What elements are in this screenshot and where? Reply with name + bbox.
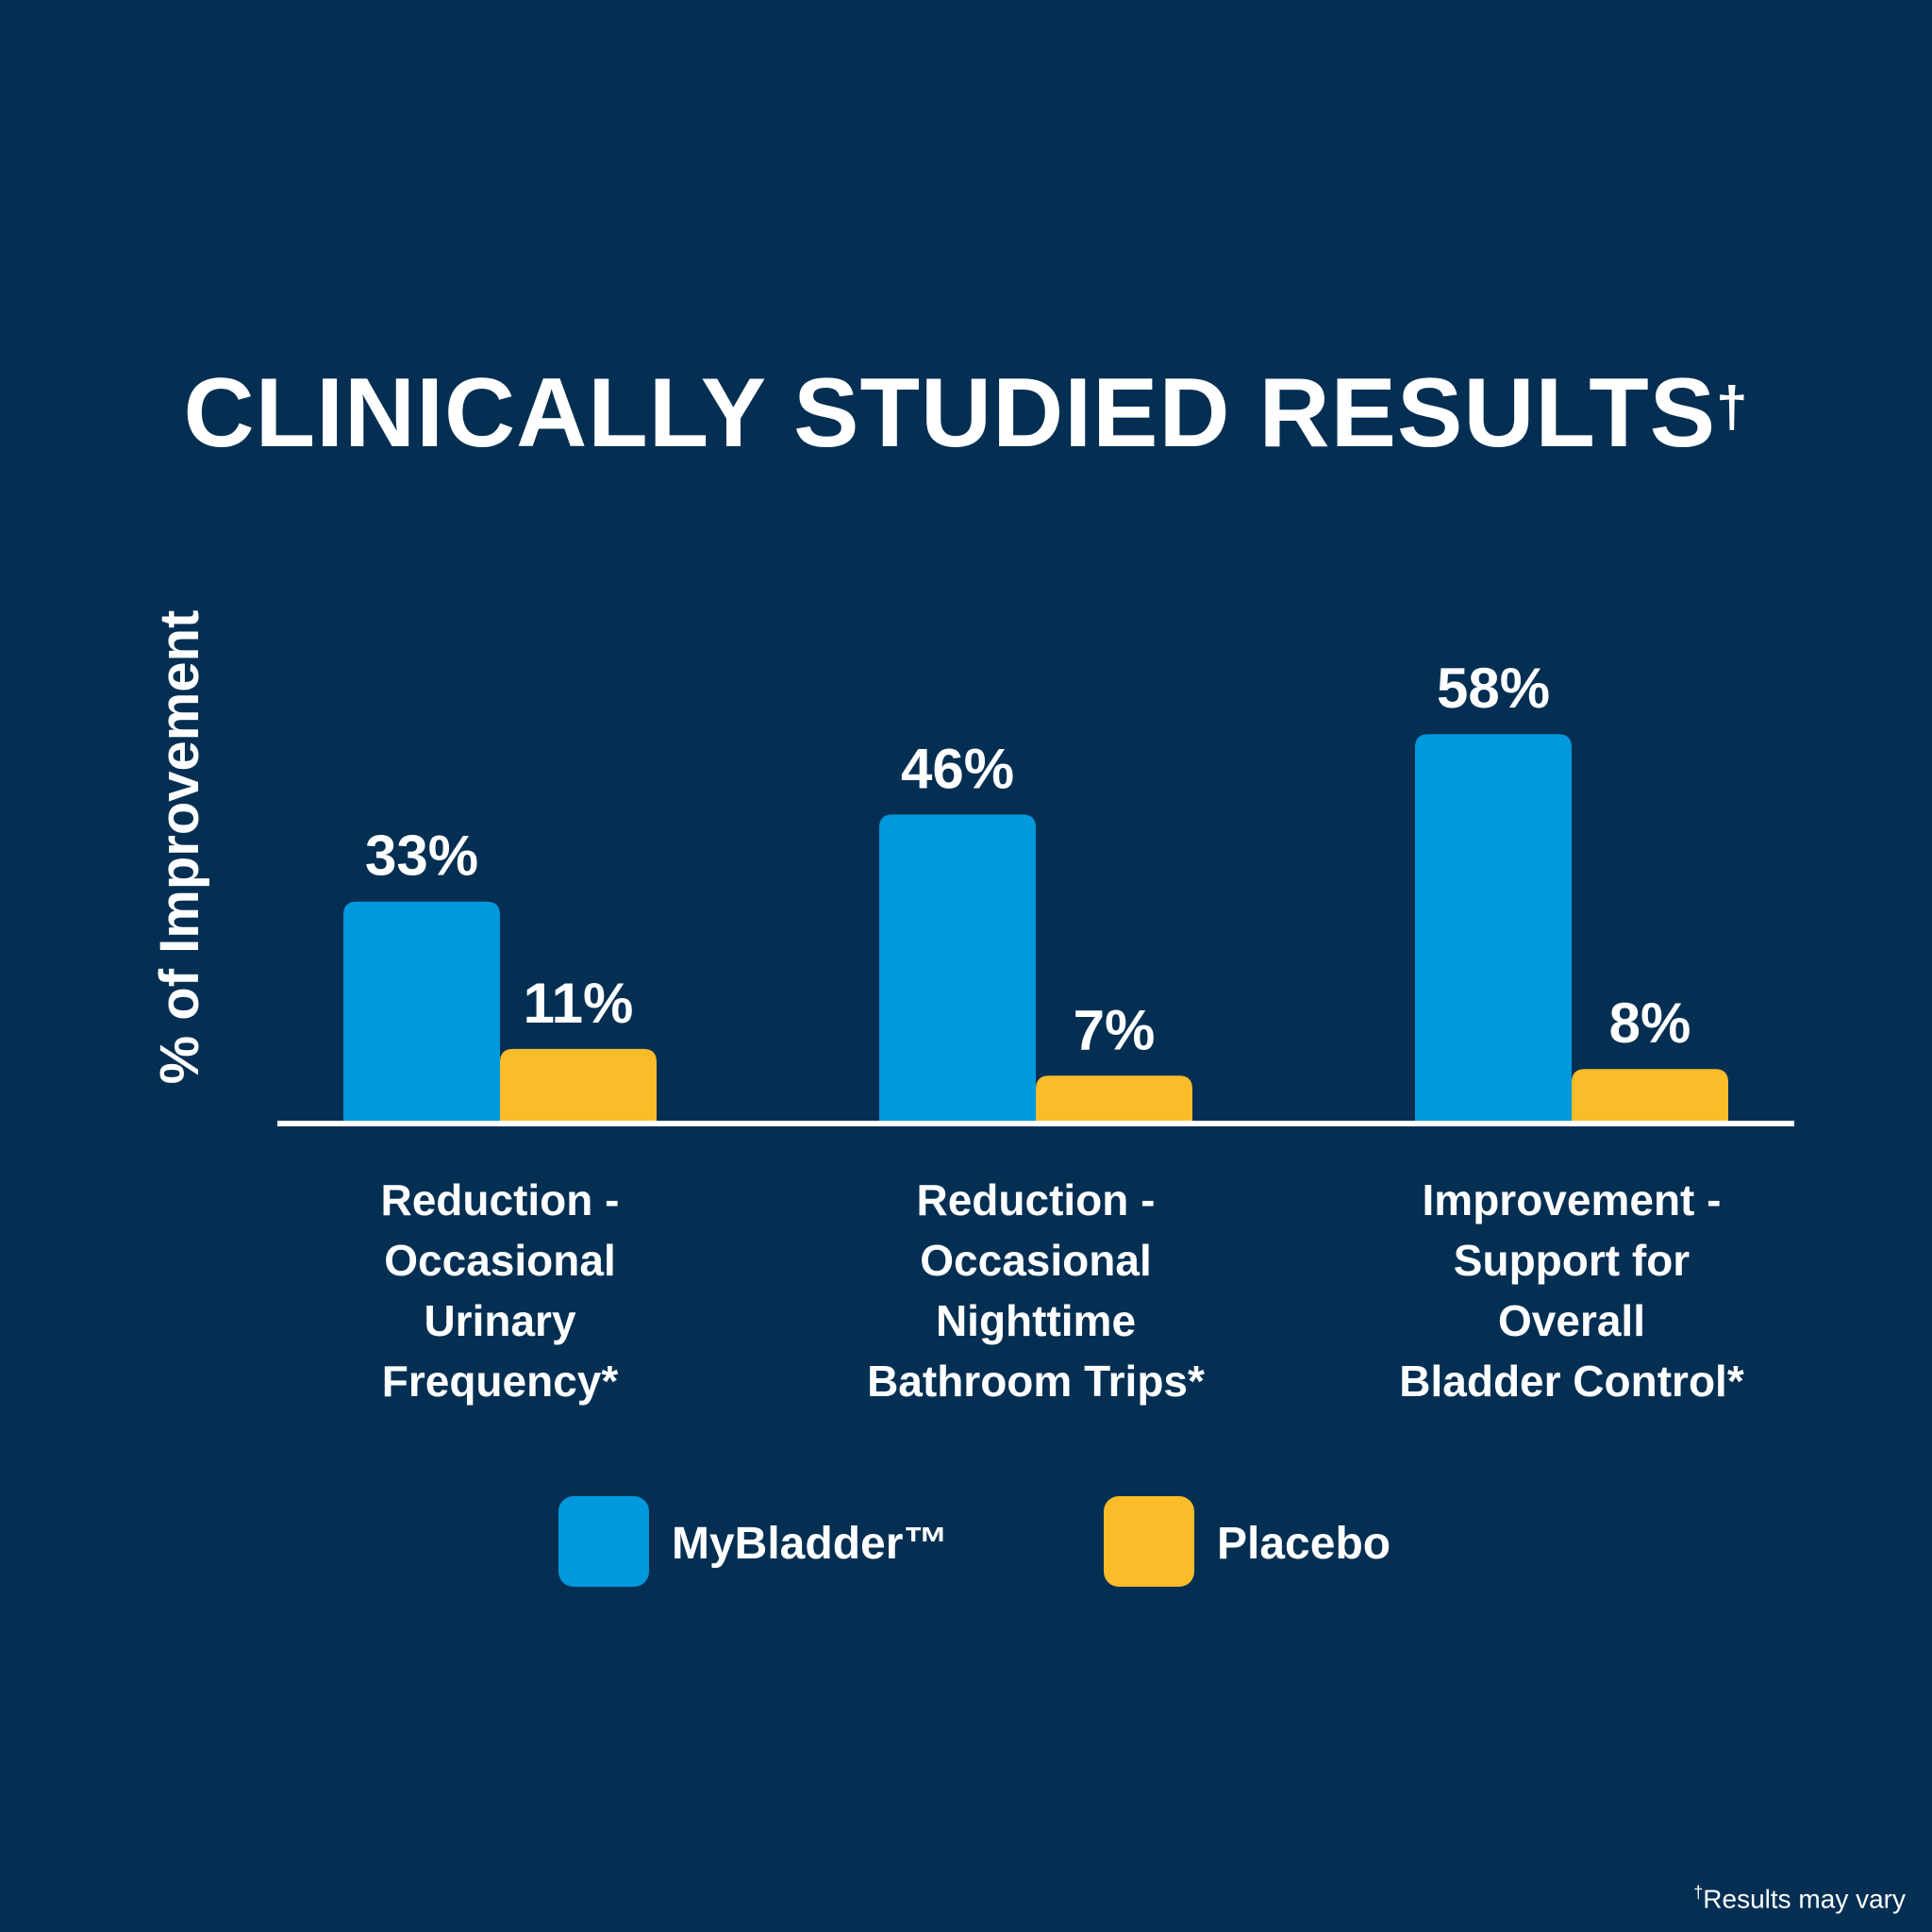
value-label-mybladder-2: 46%: [901, 737, 1014, 800]
chart-title-text: CLINICALLY STUDIED RESULTS: [183, 358, 1717, 468]
legend-swatch-placebo: [1104, 1496, 1194, 1587]
value-label-mybladder-1: 33%: [365, 824, 478, 888]
value-label-placebo-1: 11%: [524, 972, 634, 1035]
bar-placebo-3: [1572, 1069, 1728, 1123]
category-label-3-line-1: Improvement -: [1423, 1175, 1722, 1224]
category-label-3-line-2: Support for: [1454, 1236, 1690, 1285]
bar-mybladder-2: [879, 814, 1036, 1123]
category-label-3: Improvement - Support for Overall Bladder C…: [1399, 1175, 1744, 1406]
x-axis-baseline: [277, 1121, 1794, 1126]
category-label-3-line-3: Overall: [1498, 1296, 1645, 1345]
y-axis-label: % of Improvement: [149, 610, 210, 1085]
category-label-2-line-4: Bathroom Trips*: [867, 1357, 1205, 1406]
value-label-placebo-3: 8%: [1609, 991, 1691, 1055]
title-dagger-mark: †: [1716, 375, 1749, 439]
footnote-text: Results may vary: [1703, 1884, 1906, 1913]
category-label-3-line-4: Bladder Control*: [1399, 1357, 1744, 1406]
category-label-2-line-3: Nighttime: [936, 1296, 1136, 1345]
bar-mybladder-3: [1415, 734, 1572, 1123]
legend-swatch-mybladder: [558, 1496, 649, 1587]
category-label-1: Reduction - Occasional Urinary Frequency*: [381, 1175, 620, 1406]
bar-placebo-1: [500, 1048, 657, 1123]
bar-placebo-2: [1036, 1075, 1192, 1123]
value-label-mybladder-3: 58%: [1437, 657, 1550, 720]
category-label-2: Reduction - Occasional Nighttime Bathroom T…: [867, 1175, 1205, 1406]
category-label-1-line-1: Reduction -: [381, 1175, 620, 1224]
legend-label-placebo: Placebo: [1217, 1519, 1391, 1569]
bar-mybladder-1: [343, 901, 500, 1123]
results-footnote: †Results may vary: [1693, 1876, 1906, 1915]
category-label-1-line-4: Frequency*: [382, 1357, 619, 1406]
footnote-dagger-mark: †: [1693, 1882, 1704, 1902]
legend-label-mybladder: MyBladder™: [672, 1519, 948, 1569]
category-label-2-line-1: Reduction -: [917, 1175, 1156, 1224]
category-label-2-line-2: Occasional: [920, 1236, 1151, 1285]
value-label-placebo-2: 7%: [1074, 998, 1156, 1061]
category-label-1-line-3: Urinary: [424, 1296, 575, 1345]
chart-title: CLINICALLY STUDIED RESULTS†: [0, 357, 1932, 470]
category-label-1-line-2: Occasional: [384, 1236, 615, 1285]
